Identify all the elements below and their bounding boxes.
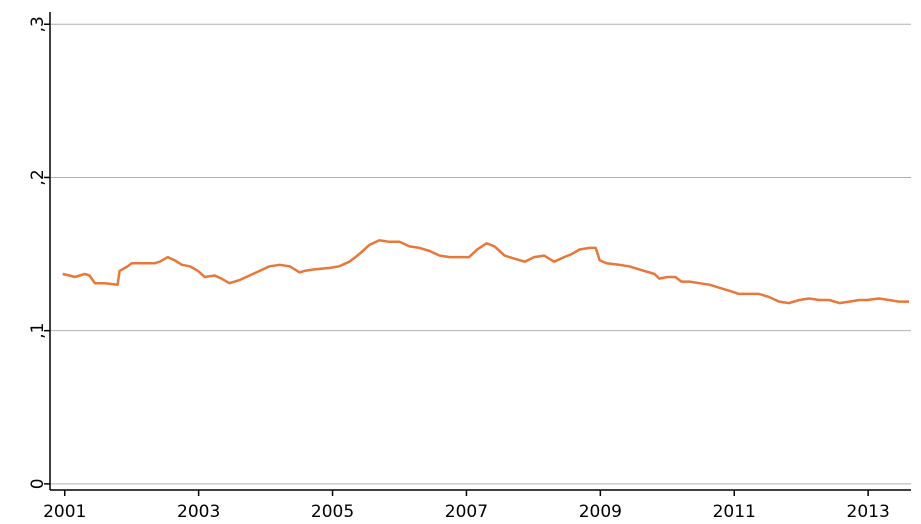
y-tick-label: ,2 — [28, 169, 48, 185]
y-tick-label: 0 — [28, 478, 48, 489]
x-tick-label: 2013 — [847, 502, 890, 522]
y-tick-label: ,1 — [28, 323, 48, 339]
x-tick-label: 2009 — [579, 502, 622, 522]
x-tick-label: 2003 — [177, 502, 220, 522]
x-tick-label: 2011 — [713, 502, 756, 522]
x-tick-label: 2005 — [311, 502, 354, 522]
x-tick-label: 2007 — [445, 502, 488, 522]
data-line — [62, 239, 909, 305]
x-tick-label: 2001 — [43, 502, 86, 522]
y-tick-label: ,3 — [28, 16, 48, 32]
